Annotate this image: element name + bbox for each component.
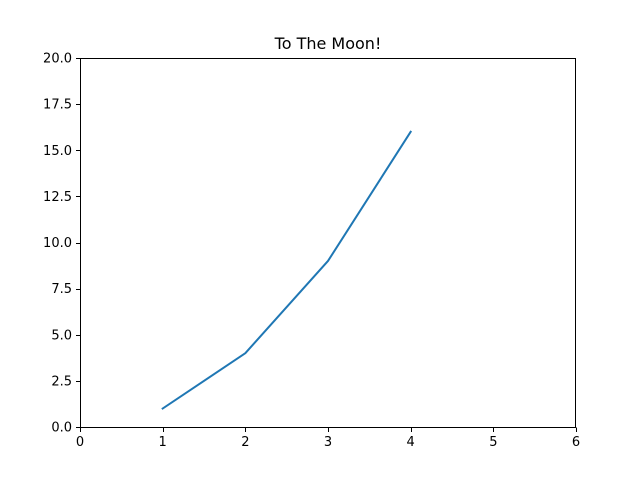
y-axis-ticks: 0.0 2.5 5.0 7.5 10.0 12.5 15.0 17.5 20.0	[43, 52, 81, 436]
y-tick-label: 17.5	[43, 98, 72, 113]
y-tick-label: 2.5	[51, 374, 72, 389]
chart-title: To The Moon!	[274, 34, 382, 53]
y-tick-label: 5.0	[51, 328, 72, 343]
series-layer	[161, 130, 413, 410]
x-tick-label: 1	[159, 435, 167, 450]
y-tick-label: 0.0	[51, 421, 72, 436]
x-tick-label: 6	[572, 435, 580, 450]
y-tick-label: 15.0	[43, 144, 72, 159]
axes-frame	[80, 58, 576, 428]
y-tick-label: 10.0	[43, 236, 72, 251]
x-tick-label: 5	[489, 435, 497, 450]
series-line-0	[161, 130, 413, 410]
x-tick-label: 3	[324, 435, 332, 450]
x-tick-label: 4	[407, 435, 415, 450]
x-tick-label: 0	[76, 435, 84, 450]
x-tick-label: 2	[241, 435, 249, 450]
y-tick-label: 7.5	[51, 282, 72, 297]
y-tick-label: 12.5	[43, 190, 72, 205]
y-tick-label: 20.0	[43, 52, 72, 67]
x-axis-ticks: 0 1 2 3 4 5 6	[76, 427, 580, 450]
